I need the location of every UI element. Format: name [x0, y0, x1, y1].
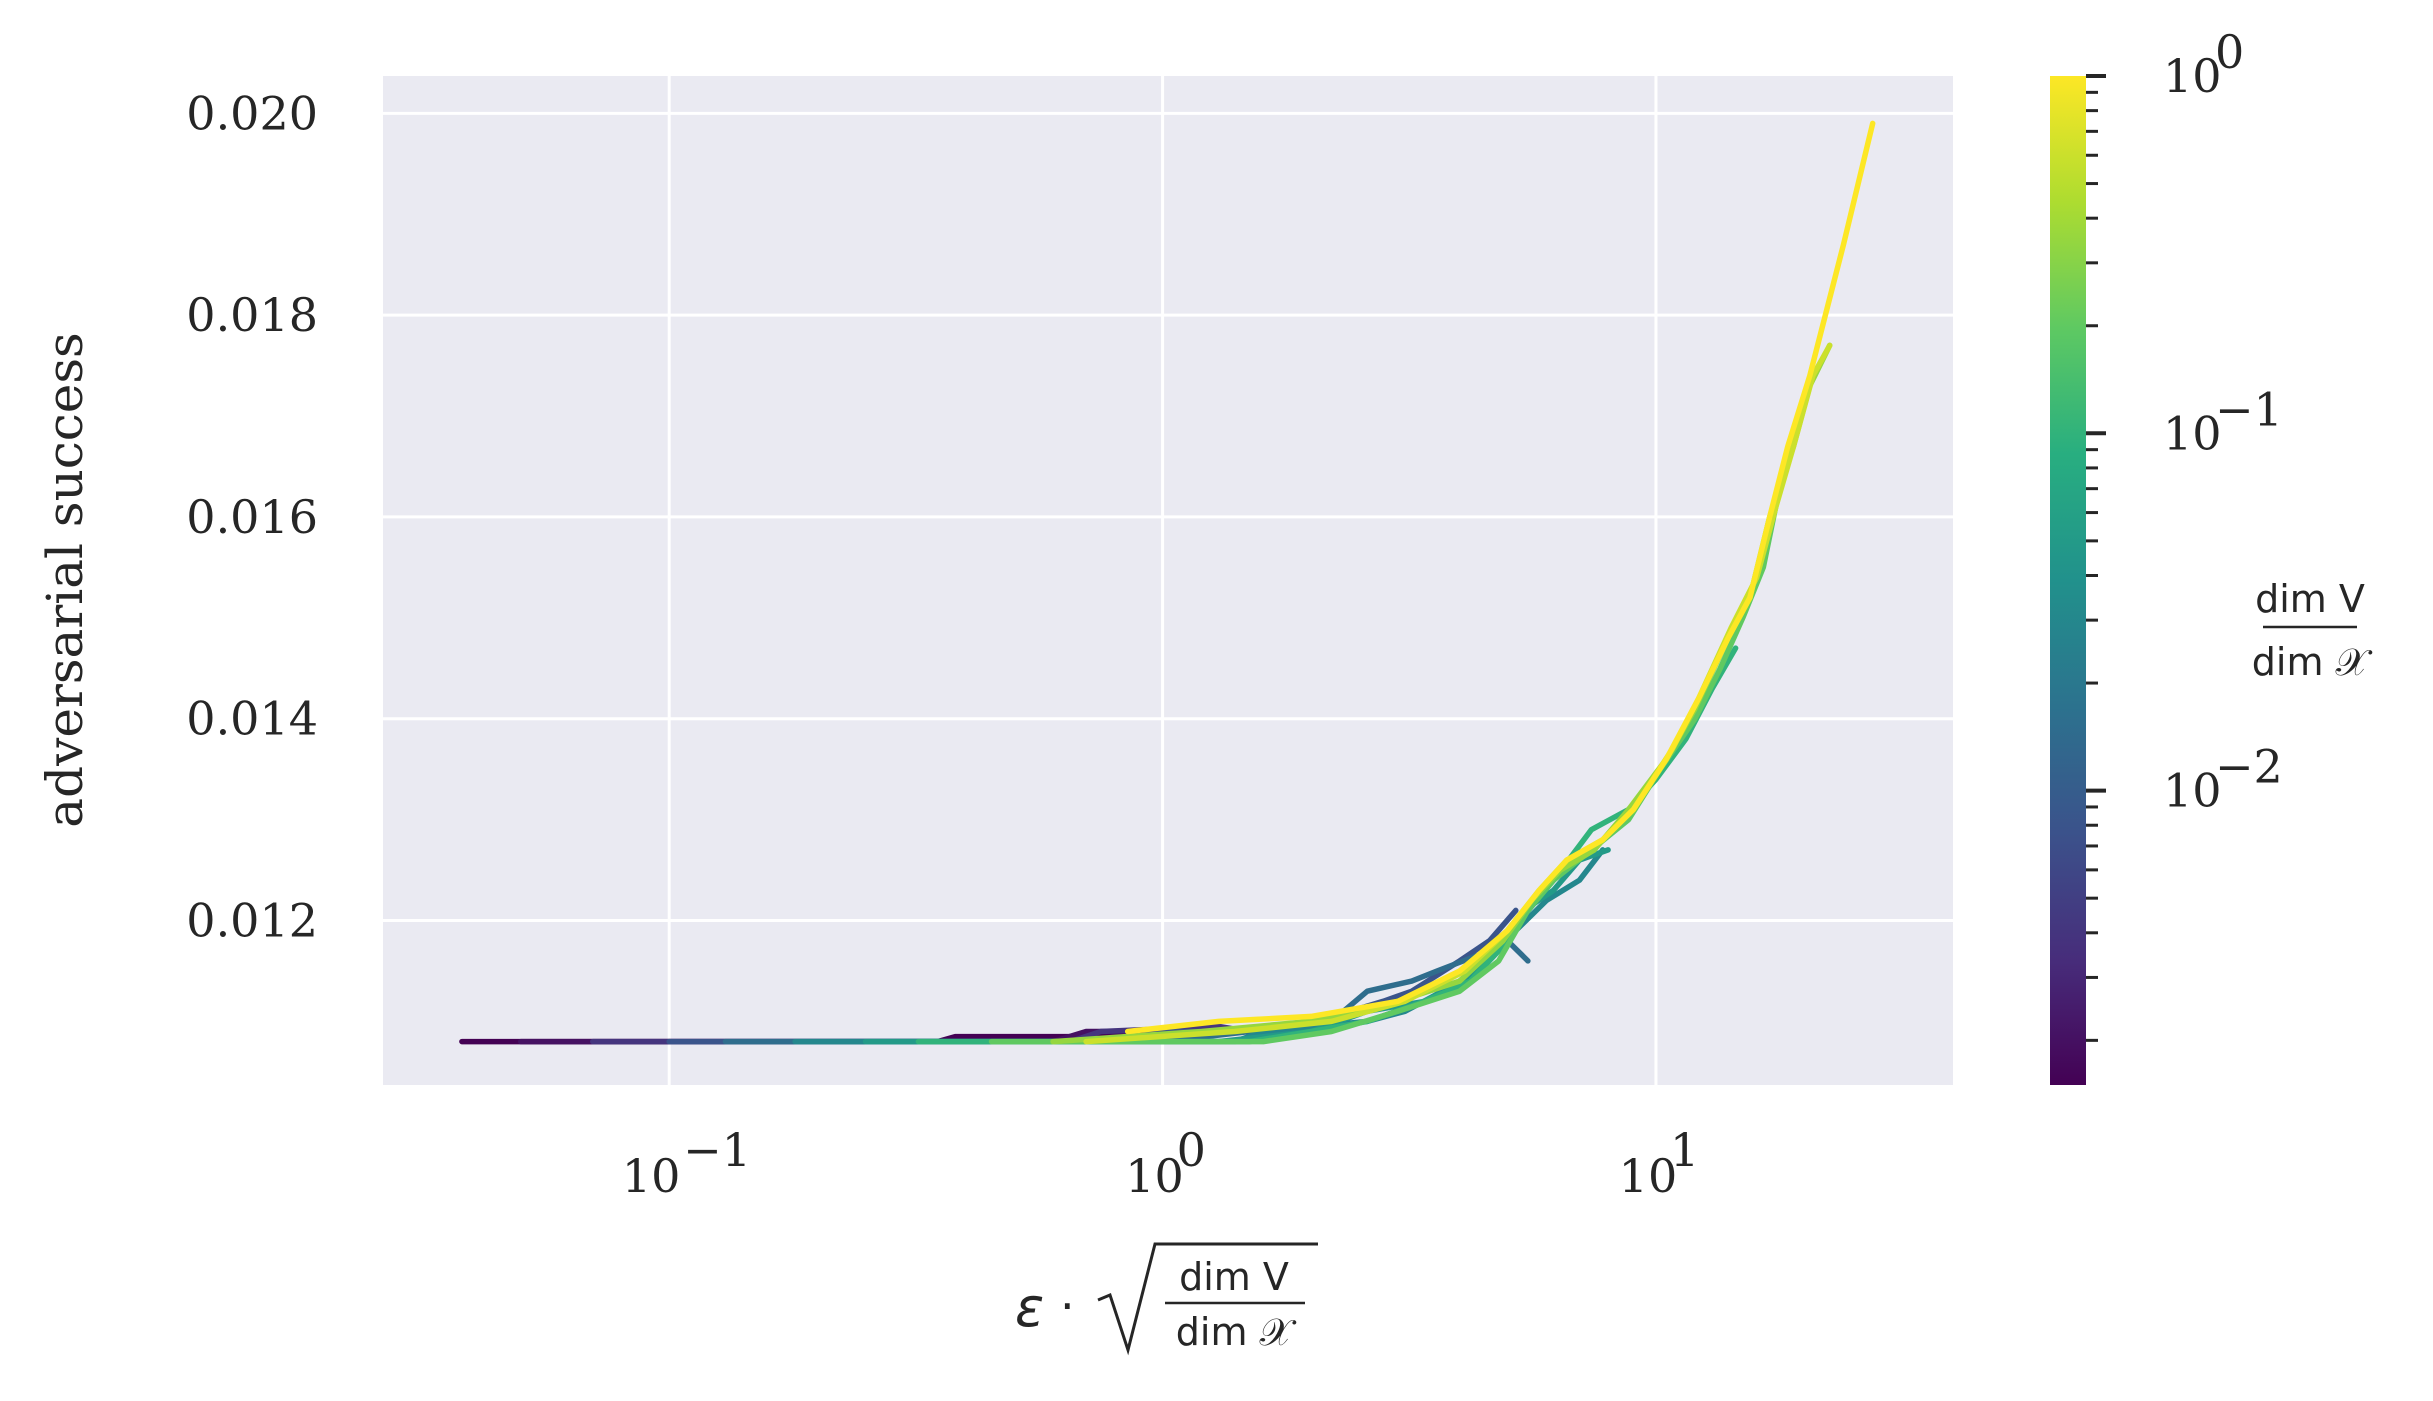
x-axis-frac-num: dim V [1179, 1255, 1289, 1299]
x-tick-label-exponent: −1 [683, 1123, 751, 1177]
plot-background [383, 76, 1953, 1085]
y-tick-labels: 0.012 0.014 0.016 0.018 0.020 [186, 86, 318, 947]
y-tick-label: 0.018 [186, 288, 318, 342]
colorbar-tick-label-base: 10 [2163, 406, 2222, 460]
x-tick-label-base: 10 [1619, 1149, 1678, 1203]
sqrt-sign [1097, 1242, 1318, 1356]
colorbar-tick-label-base: 10 [2163, 764, 2222, 818]
grid [383, 76, 1953, 1085]
colorbar-title-den: dim 𝒳 [2252, 640, 2373, 684]
x-tick-label-base: 10 [622, 1149, 681, 1203]
colorbar-title: dim V dim 𝒳 [2252, 577, 2373, 684]
x-tick-labels: 10 −1 100 101 [622, 1123, 1699, 1203]
colorbar-minor-ticks [2086, 90, 2098, 1042]
colorbar-title-num: dim V [2255, 577, 2365, 621]
y-tick-label: 0.016 [186, 490, 318, 544]
colorbar [2050, 76, 2086, 1085]
x-axis-title: ε · dim V dim 𝒳 [1015, 1242, 1318, 1356]
x-tick-label-exponent: 1 [1670, 1123, 1699, 1177]
colorbar-tick-label-exponent: −2 [2215, 740, 2283, 794]
colorbar-tick-label-base: 10 [2163, 49, 2222, 103]
x-tick-label-exponent: 0 [1177, 1123, 1206, 1177]
y-tick-label: 0.020 [186, 86, 318, 140]
colorbar-tick-label-exponent: −1 [2215, 382, 2283, 436]
series-line [1124, 120, 1876, 1035]
x-axis-epsilon: ε [1015, 1276, 1044, 1339]
x-axis-frac-den: dim 𝒳 [1176, 1310, 1297, 1354]
colorbar-tick-label-exponent: 0 [2215, 25, 2244, 79]
y-tick-label: 0.014 [186, 692, 318, 746]
x-axis-dot: · [1060, 1279, 1075, 1333]
x-tick-label-base: 10 [1125, 1149, 1184, 1203]
series-lines [459, 120, 1876, 1045]
y-tick-label: 0.012 [186, 894, 318, 948]
y-axis-title: adversarial success [36, 332, 94, 827]
